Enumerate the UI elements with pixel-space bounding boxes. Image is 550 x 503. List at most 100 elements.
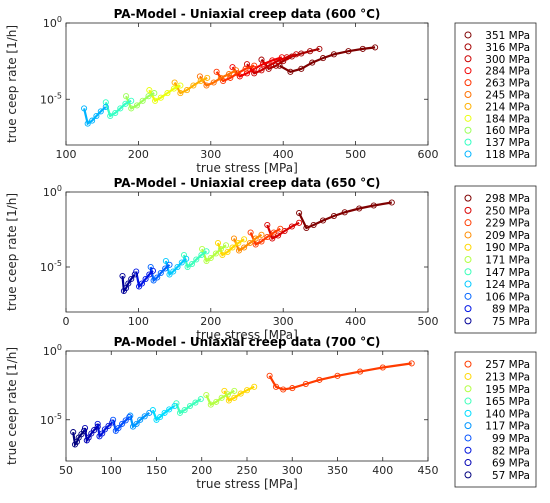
data-point: [341, 209, 348, 216]
x-tick-label: 200: [128, 148, 149, 161]
data-point: [171, 79, 178, 86]
data-point: [186, 402, 194, 410]
legend-marker: [464, 219, 472, 227]
data-point: [213, 68, 220, 75]
data-point: [101, 426, 108, 433]
data-point: [94, 420, 101, 427]
series-line: [231, 56, 283, 78]
series-line: [199, 69, 237, 87]
data-point: [302, 380, 309, 388]
data-point: [93, 112, 100, 120]
data-point: [174, 263, 181, 271]
data-point: [122, 100, 129, 107]
data-point: [196, 73, 203, 80]
x-tick-label: 50: [59, 464, 73, 477]
x-tick-label: 450: [418, 464, 439, 477]
x-tick-label: 200: [200, 315, 221, 328]
data-point: [210, 79, 217, 86]
data-point: [258, 231, 265, 238]
data-point: [242, 65, 249, 72]
legend-marker: [464, 422, 472, 430]
legend-marker: [464, 372, 472, 380]
data-point: [264, 233, 271, 241]
legend-label: 263 MPa: [485, 78, 530, 90]
data-point: [166, 406, 173, 413]
data-point: [84, 120, 91, 127]
data-point: [204, 74, 211, 81]
data-point: [94, 423, 101, 430]
data-point: [133, 102, 141, 109]
data-point: [212, 250, 219, 257]
data-point: [146, 87, 153, 94]
data-point: [275, 232, 282, 239]
data-point: [258, 67, 265, 74]
data-point: [177, 90, 184, 97]
plot-area: [65, 191, 429, 313]
legend-marker: [464, 31, 472, 39]
legend-label: 298 MPa: [485, 193, 530, 205]
data-point: [237, 390, 244, 397]
data-point: [316, 376, 323, 383]
data-point: [235, 247, 243, 254]
data-point: [225, 71, 232, 78]
data-point: [91, 427, 98, 434]
x-tick-label: 400: [273, 148, 294, 161]
x-tick-label: 300: [282, 464, 303, 477]
data-point: [157, 413, 164, 421]
legend-label: 250 MPa: [485, 205, 530, 217]
legend-marker: [464, 114, 472, 122]
data-point: [319, 55, 327, 62]
series-line: [182, 250, 208, 269]
legend-marker: [464, 471, 472, 479]
legend-marker: [464, 268, 472, 276]
data-point: [229, 244, 236, 251]
data-point: [115, 424, 122, 432]
legend-label: 117 MPa: [485, 421, 530, 433]
data-point: [161, 409, 168, 416]
data-point: [203, 257, 210, 265]
chart-title: PA-Model - Uniaxial creep data (650 °C): [114, 176, 381, 190]
legend-marker: [464, 91, 472, 98]
series-line: [249, 227, 281, 247]
legend-marker: [464, 360, 472, 368]
data-point: [252, 235, 259, 242]
legend-label: 69 MPa: [492, 458, 530, 470]
legend-marker: [464, 397, 472, 405]
data-point: [334, 372, 341, 379]
data-point: [287, 68, 294, 75]
legend-label: 229 MPa: [485, 218, 530, 230]
legend-marker: [464, 280, 472, 288]
y-tick-label: 100: [43, 343, 62, 358]
series-layer: [119, 199, 395, 295]
data-point: [102, 103, 109, 110]
data-point: [81, 427, 88, 434]
x-tick-label: 400: [372, 464, 393, 477]
data-point: [150, 277, 157, 284]
data-point: [177, 82, 184, 89]
data-point: [408, 360, 415, 367]
data-point: [112, 109, 119, 117]
data-point: [107, 112, 114, 120]
data-point: [170, 268, 177, 275]
series-layer: [81, 44, 379, 127]
legend-label: 57 MPa: [492, 470, 530, 482]
data-point: [266, 372, 273, 379]
legend-label: 190 MPa: [485, 242, 530, 254]
chart-title: PA-Model - Uniaxial creep data (600 °C): [114, 7, 381, 21]
data-point: [151, 90, 158, 97]
legend-label: 245 MPa: [485, 90, 530, 102]
data-point: [117, 105, 124, 112]
data-point: [99, 430, 106, 437]
data-point: [217, 74, 224, 81]
data-point: [280, 386, 287, 393]
data-point: [166, 261, 173, 268]
x-tick-label: 600: [418, 148, 439, 161]
data-point: [102, 99, 109, 106]
data-point: [146, 409, 153, 416]
legend-marker: [464, 194, 472, 202]
legend-label: 118 MPa: [485, 149, 530, 161]
data-point: [97, 108, 104, 115]
data-point: [247, 229, 254, 236]
